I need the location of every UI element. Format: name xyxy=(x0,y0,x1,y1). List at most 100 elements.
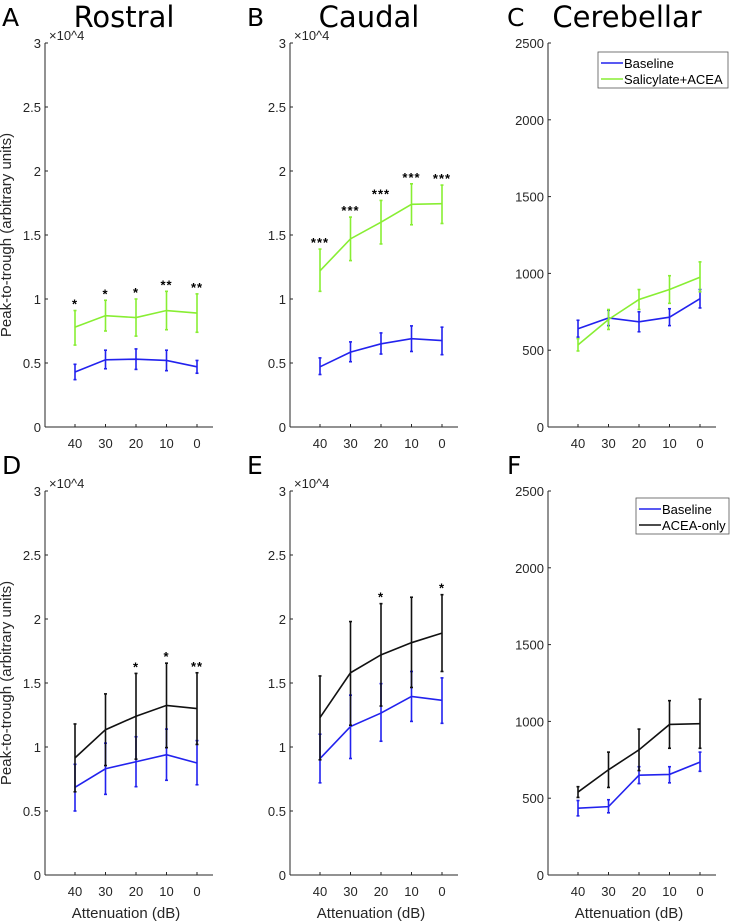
significance-marker: * xyxy=(72,297,78,312)
y-multiplier: ×10^4 xyxy=(294,28,329,43)
panel-d: D 0 0.5 1 1.5 2 2.5 3 40 30 20 10 0 ×10^4 Peak-to-trou… xyxy=(0,451,213,921)
y-tick-label: 0 xyxy=(279,868,286,883)
x-tick-label: 10 xyxy=(159,884,173,899)
y-tick-label: 3 xyxy=(279,484,286,499)
x-tick-label: 0 xyxy=(193,884,200,899)
y-tick-label: 0 xyxy=(537,868,544,883)
panel-b: B Caudal 0 0.5 1 1.5 2 2.5 3 40 30 20 10 0 ×10^4 *** ***… xyxy=(247,0,458,451)
series-1 xyxy=(318,593,444,761)
panel-f: F 0 500 1000 1500 2000 2500 40 30 20 10 0 Attenuatio… xyxy=(507,451,730,921)
y-tick-label: 2000 xyxy=(515,113,544,128)
y-tick-label: 2 xyxy=(34,164,41,179)
significance-marker: *** xyxy=(341,203,359,218)
y-tick-label: 1500 xyxy=(515,190,544,205)
y-tick-label: 2000 xyxy=(515,561,544,576)
panel-title: Caudal xyxy=(319,0,420,34)
x-tick-label: 30 xyxy=(98,436,112,451)
x-tick-label: 0 xyxy=(438,436,445,451)
legend-entry: Baseline xyxy=(624,56,674,71)
x-tick-label: 10 xyxy=(159,436,173,451)
panel-letter: D xyxy=(2,451,21,480)
significance-marker: *** xyxy=(402,170,420,185)
y-tick-label: 0 xyxy=(537,420,544,435)
y-tick-label: 1.5 xyxy=(268,228,286,243)
y-tick-label: 0.5 xyxy=(268,804,286,819)
significance-marker: * xyxy=(133,285,139,300)
series-1 xyxy=(576,261,702,352)
x-tick-label: 20 xyxy=(129,436,143,451)
series-1 xyxy=(73,662,199,793)
y-tick-label: 1 xyxy=(34,292,41,307)
y-tick-label: 1.5 xyxy=(23,676,41,691)
y-tick-label: 2.5 xyxy=(268,100,286,115)
y-tick-label: 0 xyxy=(279,420,286,435)
y-tick-label: 0 xyxy=(34,420,41,435)
x-tick-label: 30 xyxy=(601,884,615,899)
x-tick-label: 20 xyxy=(632,884,646,899)
y-tick-label: 2 xyxy=(34,612,41,627)
series-1 xyxy=(73,290,199,346)
y-axis-label: Peak-to-trough (arbitrary units) xyxy=(0,581,15,785)
x-tick-label: 10 xyxy=(404,436,418,451)
significance-marker: *** xyxy=(433,171,451,186)
legend-entry: Baseline xyxy=(662,502,712,517)
y-tick-label: 500 xyxy=(522,791,544,806)
y-tick-label: 1.5 xyxy=(23,228,41,243)
x-tick-label: 0 xyxy=(696,436,703,451)
y-multiplier: ×10^4 xyxy=(294,476,329,491)
x-tick-label: 40 xyxy=(571,436,585,451)
significance-marker: * xyxy=(133,659,139,674)
y-tick-label: 2 xyxy=(279,164,286,179)
x-tick-label: 10 xyxy=(404,884,418,899)
x-axis-label: Attenuation (dB) xyxy=(575,905,683,921)
significance-marker: *** xyxy=(372,186,390,201)
y-tick-label: 1500 xyxy=(515,638,544,653)
panel-letter: F xyxy=(507,451,521,480)
panel-title: Cerebellar xyxy=(552,0,701,34)
y-tick-label: 1 xyxy=(279,292,286,307)
panel-title: Rostral xyxy=(74,0,175,34)
y-tick-label: 3 xyxy=(279,36,286,51)
x-tick-label: 0 xyxy=(438,884,445,899)
x-tick-label: 10 xyxy=(662,884,676,899)
panel-letter: B xyxy=(247,3,264,32)
x-tick-label: 40 xyxy=(313,884,327,899)
y-multiplier: ×10^4 xyxy=(49,28,84,43)
significance-marker: ** xyxy=(191,280,203,295)
y-tick-label: 500 xyxy=(522,343,544,358)
x-tick-label: 40 xyxy=(313,436,327,451)
y-axis-label: Peak-to-trough (arbitrary units) xyxy=(0,133,15,337)
significance-marker: * xyxy=(378,590,384,605)
y-tick-label: 3 xyxy=(34,36,41,51)
series-1 xyxy=(576,698,702,799)
panel-letter: E xyxy=(247,451,263,480)
y-tick-label: 2.5 xyxy=(23,100,41,115)
y-tick-label: 3 xyxy=(34,484,41,499)
x-axis-label: Attenuation (dB) xyxy=(72,905,180,921)
x-tick-label: 0 xyxy=(193,436,200,451)
x-tick-label: 20 xyxy=(374,884,388,899)
y-tick-label: 0.5 xyxy=(23,356,41,371)
x-tick-label: 40 xyxy=(68,436,82,451)
y-tick-label: 2.5 xyxy=(268,548,286,563)
panel-a: A Rostral 0 0.5 1 1.5 2 2.5 3 40 30 20 10 0 ×10^4 Peak-… xyxy=(0,0,213,451)
significance-marker: * xyxy=(439,581,445,596)
x-tick-label: 20 xyxy=(129,884,143,899)
x-tick-label: 10 xyxy=(662,436,676,451)
panel-e: E 0 0.5 1 1.5 2 2.5 3 40 30 20 10 0 ×10^4 Attenuation … xyxy=(247,451,458,921)
y-tick-label: 0.5 xyxy=(268,356,286,371)
x-tick-label: 0 xyxy=(696,884,703,899)
x-tick-label: 30 xyxy=(601,436,615,451)
x-tick-label: 20 xyxy=(632,436,646,451)
y-tick-label: 0 xyxy=(34,868,41,883)
x-tick-label: 30 xyxy=(343,436,357,451)
panel-letter: C xyxy=(507,3,524,32)
significance-marker: * xyxy=(102,286,108,301)
significance-marker: *** xyxy=(311,235,329,250)
x-tick-label: 30 xyxy=(98,884,112,899)
x-tick-label: 20 xyxy=(374,436,388,451)
y-tick-label: 2500 xyxy=(515,36,544,51)
significance-marker: ** xyxy=(191,659,203,674)
x-tick-label: 40 xyxy=(68,884,82,899)
